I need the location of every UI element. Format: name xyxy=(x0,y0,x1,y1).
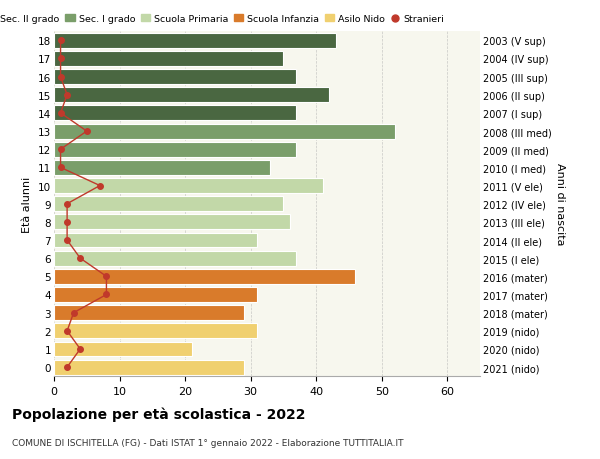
Bar xyxy=(54,179,323,194)
Y-axis label: Anni di nascita: Anni di nascita xyxy=(556,163,565,246)
Bar xyxy=(54,70,296,85)
Bar xyxy=(54,161,270,175)
Bar xyxy=(54,360,244,375)
Bar xyxy=(54,52,283,67)
Y-axis label: Età alunni: Età alunni xyxy=(22,176,32,232)
Bar xyxy=(54,124,395,139)
Bar xyxy=(54,142,296,157)
Text: COMUNE DI ISCHITELLA (FG) - Dati ISTAT 1° gennaio 2022 - Elaborazione TUTTITALIA: COMUNE DI ISCHITELLA (FG) - Dati ISTAT 1… xyxy=(12,438,404,448)
Text: Popolazione per età scolastica - 2022: Popolazione per età scolastica - 2022 xyxy=(12,406,305,421)
Bar xyxy=(54,215,290,230)
Bar xyxy=(54,106,296,121)
Bar xyxy=(54,251,296,266)
Bar xyxy=(54,324,257,338)
Bar xyxy=(54,197,283,212)
Bar xyxy=(54,34,336,49)
Bar xyxy=(54,342,191,357)
Bar xyxy=(54,233,257,248)
Legend: Sec. II grado, Sec. I grado, Scuola Primaria, Scuola Infanzia, Asilo Nido, Stran: Sec. II grado, Sec. I grado, Scuola Prim… xyxy=(0,15,445,24)
Bar xyxy=(54,269,355,284)
Bar xyxy=(54,287,257,302)
Bar xyxy=(54,306,244,320)
Bar xyxy=(54,88,329,103)
